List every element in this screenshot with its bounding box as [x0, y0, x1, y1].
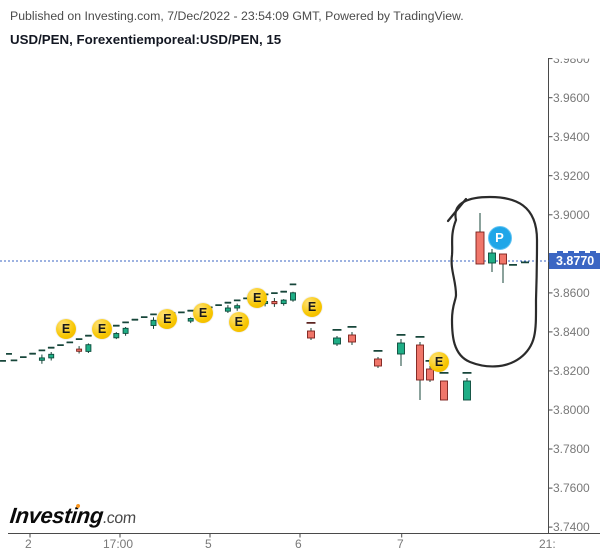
svg-text:3.8770: 3.8770	[556, 254, 594, 268]
